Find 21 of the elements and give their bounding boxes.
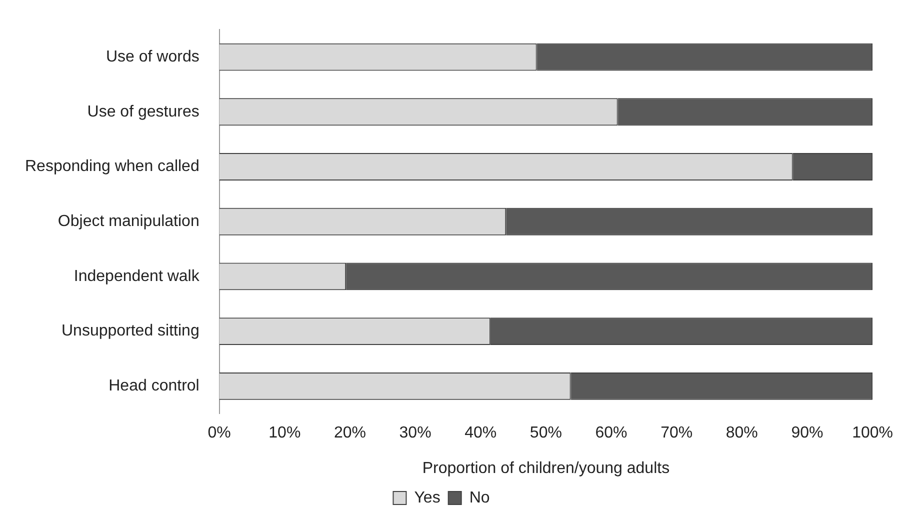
x-tick-label: 40%	[464, 424, 497, 442]
x-tick-label: 20%	[334, 424, 366, 442]
y-tick-label: Use of gestures	[87, 103, 200, 120]
x-tick-label: 80%	[726, 424, 758, 442]
y-tick-label: Independent walk	[74, 268, 200, 285]
legend-label: Yes	[414, 489, 440, 506]
legend-label: No	[469, 489, 490, 506]
x-tick-label: 30%	[399, 424, 432, 442]
y-tick-label: Unsupported sitting	[61, 322, 200, 340]
y-tick-label: Head control	[108, 378, 200, 395]
y-tick-label: Responding when called	[25, 158, 200, 176]
x-tick-label: 60%	[595, 424, 628, 442]
x-tick-label: 90%	[791, 424, 824, 442]
x-axis-title: Proportion of children/young adults	[422, 460, 670, 477]
y-tick-label: Use of words	[106, 48, 200, 66]
x-tick-label: 0%	[208, 424, 231, 442]
x-tick-label: 10%	[268, 424, 301, 442]
x-tick-label: 70%	[660, 424, 693, 442]
x-tick-label: 50%	[530, 424, 562, 442]
y-tick-label: Object manipulation	[58, 213, 200, 230]
x-tick-label: 100%	[852, 424, 893, 442]
